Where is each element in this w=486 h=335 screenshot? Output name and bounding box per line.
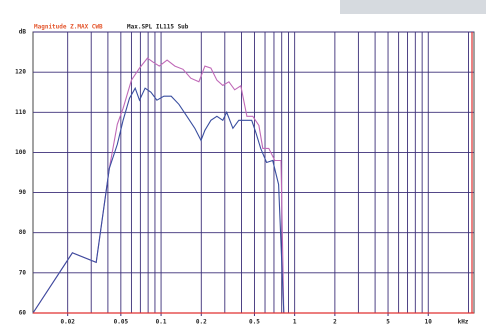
- series-line: [32, 57, 285, 314]
- y-tick-label: 120: [15, 69, 26, 76]
- x-tick-label: 0.5: [249, 319, 260, 326]
- x-tick-label: 0.1: [156, 319, 167, 326]
- y-tick-label: 80: [19, 229, 27, 236]
- y-tick-label: 100: [15, 149, 26, 156]
- x-tick-label: 2: [333, 319, 337, 326]
- x-tick-label: 10: [425, 319, 433, 326]
- x-tick-label: 0.05: [114, 319, 129, 326]
- x-tick-label: 0.02: [60, 319, 75, 326]
- y-tick-label: 70: [19, 269, 27, 276]
- x-tick-label: 0.2: [196, 319, 207, 326]
- x-axis-unit: kHz: [458, 319, 469, 326]
- series-line: [32, 86, 285, 314]
- y-tick-label: 60: [19, 310, 27, 317]
- x-tick-label: 5: [386, 319, 390, 326]
- x-tick-label: 1: [293, 319, 297, 326]
- y-tick-label: 90: [19, 189, 27, 196]
- header-tab: [340, 0, 486, 14]
- chart-title: Magnitude Z.MAX CWB: [34, 24, 103, 31]
- y-tick-label: dB: [19, 29, 27, 36]
- y-tick-label: 110: [15, 109, 26, 116]
- chart-subtitle: Max.SPL IL115 Sub: [127, 24, 189, 31]
- plot-area: [32, 31, 475, 314]
